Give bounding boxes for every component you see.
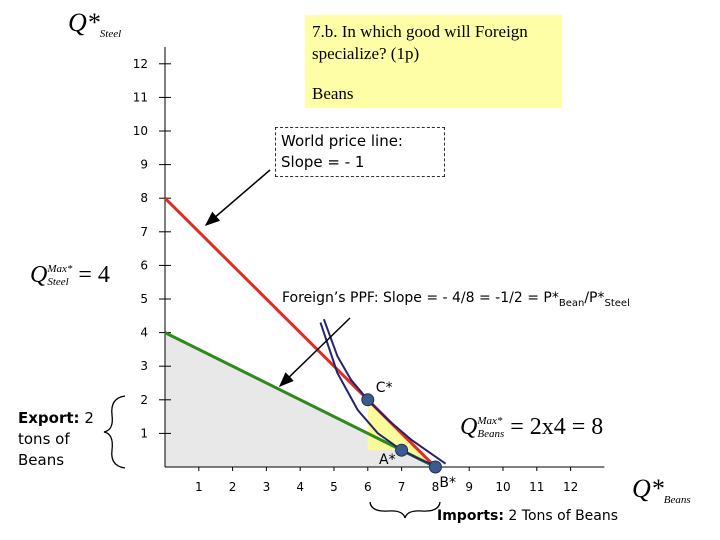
y-tick-label: 12: [133, 57, 148, 71]
x-axis-label-main: Q*: [632, 474, 664, 503]
question-answer: Beans: [312, 84, 354, 103]
x-tick-label: 5: [330, 480, 338, 494]
point-label: C*: [376, 380, 393, 396]
y-axis-label-main: Q*: [68, 8, 100, 37]
formula-base: Q: [460, 414, 478, 440]
world-price-line2: Slope = - 1: [281, 153, 365, 171]
ppf-note-mid: /P*: [584, 290, 605, 306]
x-tick-label: 4: [296, 480, 304, 494]
x-tick-label: 7: [398, 480, 406, 494]
export-note: Export: 2 tons of Beans: [18, 408, 98, 471]
formula-rest: = 4: [78, 262, 110, 288]
formula-rest: = 2x4 = 8: [510, 414, 604, 440]
series-line: [319, 322, 440, 468]
point-label: A*: [379, 452, 396, 468]
y-tick-label: 9: [140, 158, 148, 172]
x-tick-label: 1: [195, 480, 203, 494]
arrow: [278, 317, 351, 388]
formula-sup: Max*: [47, 263, 73, 276]
export-text: 2 tons of Beans: [18, 409, 94, 469]
formula-sub: Beans: [477, 428, 505, 441]
ppf-note-sub1: Bean: [558, 297, 585, 309]
x-axis-label: Q*Beans: [632, 474, 691, 506]
formula-base: Q: [30, 262, 48, 288]
x-tick-label: 3: [263, 480, 271, 494]
series-line: [164, 331, 437, 469]
y-axis-label-sub: Steel: [99, 28, 122, 41]
brace: [369, 501, 441, 519]
point-label: B*: [439, 475, 456, 491]
world-price-line1: World price line:: [281, 132, 403, 150]
y-tick-label: 4: [140, 326, 148, 340]
formula-sub: Steel: [47, 276, 69, 289]
y-tick-label: 11: [133, 90, 148, 104]
formula-sup: Max*: [477, 415, 503, 428]
y-tick-label: 2: [140, 393, 148, 407]
y-axis-label: Q*Steel: [68, 8, 121, 40]
x-axis-label-sub: Beans: [663, 494, 691, 507]
world-price-box: World price line: Slope = - 1: [275, 127, 445, 177]
x-tick-label: 11: [529, 480, 544, 494]
y-tick-label: 6: [140, 258, 148, 272]
question-box: 7.b. In which good will Foreign speciali…: [305, 15, 562, 108]
x-tick-label: 6: [364, 480, 372, 494]
x-tick-label: 2: [229, 480, 237, 494]
x-tick-label: 8: [432, 480, 440, 494]
point: [361, 393, 375, 407]
max-beans-formula: Q Max* Beans = 2x4 = 8: [460, 414, 603, 441]
point: [428, 460, 442, 474]
y-tick-label: 10: [133, 124, 148, 138]
import-bold: Imports:: [437, 508, 504, 524]
question-text: 7.b. In which good will Foreign speciali…: [312, 22, 528, 63]
ppf-note-sub2: Steel: [604, 297, 630, 309]
import-text: 2 Tons of Beans: [508, 508, 619, 524]
ppf-note-text: Foreign’s PPF: Slope = - 4/8 = -1/2 = P*: [282, 290, 559, 306]
y-tick-label: 7: [140, 225, 148, 239]
y-tick-label: 8: [140, 191, 148, 205]
arrow: [204, 169, 271, 226]
brace: [103, 395, 126, 469]
y-tick-label: 3: [140, 359, 148, 373]
point: [395, 443, 409, 457]
x-tick-label: 12: [563, 480, 578, 494]
export-bold: Export:: [18, 409, 80, 427]
ppf-note: Foreign’s PPF: Slope = - 4/8 = -1/2 = P*…: [282, 290, 630, 309]
max-steel-formula: Q Max* Steel = 4: [30, 262, 110, 289]
x-tick-label: 9: [465, 480, 473, 494]
y-tick-label: 1: [140, 426, 148, 440]
x-tick-label: 10: [495, 480, 510, 494]
import-note: Imports: 2 Tons of Beans: [437, 508, 618, 524]
y-tick-label: 5: [140, 292, 148, 306]
